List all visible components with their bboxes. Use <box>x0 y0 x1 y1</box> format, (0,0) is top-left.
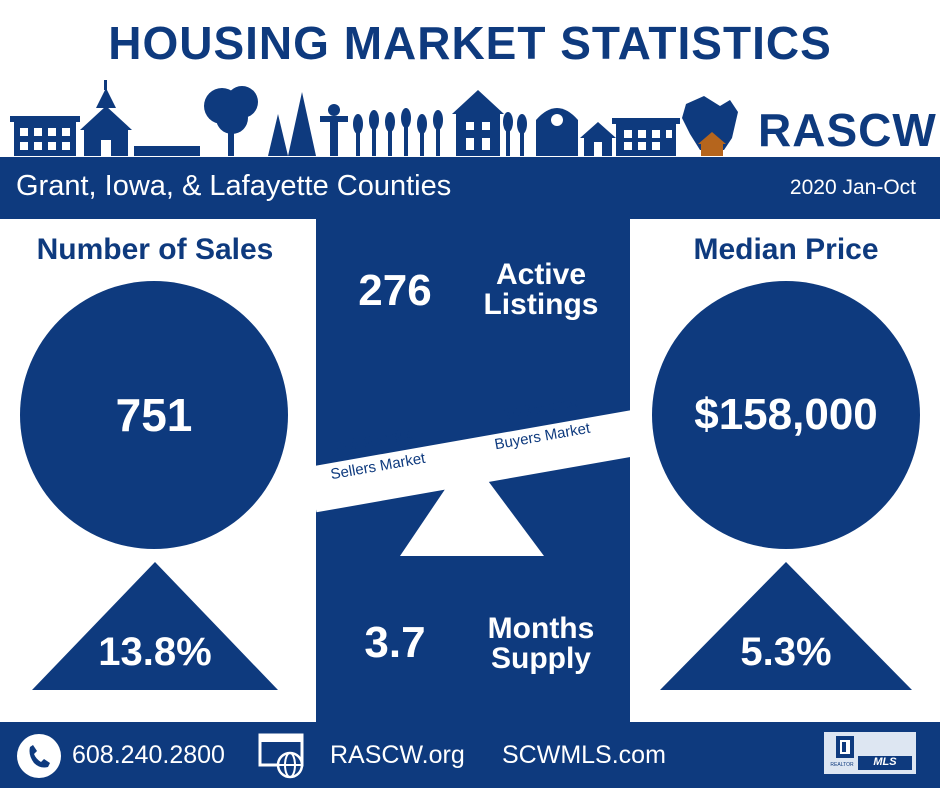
sales-value: 751 <box>115 389 193 441</box>
active-listings-number: 276 <box>358 266 432 315</box>
phone-number[interactable]: 608.240.2800 <box>72 741 225 769</box>
months-supply-number: 3.7 <box>364 618 426 667</box>
realtor-badge-text: REALTOR <box>830 762 854 768</box>
sales-change-triangle <box>32 562 278 690</box>
active-label-line-2: Listings <box>483 288 599 321</box>
active-listings-label: Active Listings <box>466 260 616 320</box>
price-circle <box>652 281 920 549</box>
price-value: $158,000 <box>694 390 878 439</box>
supply-label-line-2: Supply <box>490 642 591 675</box>
footer-bar <box>0 722 940 788</box>
sales-change-value: 13.8% <box>98 630 212 674</box>
region-subtitle: Grant, Iowa, & Lafayette Counties <box>16 170 452 202</box>
web-globe-icon <box>258 733 304 779</box>
price-change-triangle <box>660 562 912 690</box>
report-period: 2020 Jan-Oct <box>789 176 916 199</box>
months-supply-label: Months Supply <box>466 614 616 674</box>
fulcrum-triangle <box>400 470 544 556</box>
active-label-line-1: Active <box>495 258 587 291</box>
sales-circle <box>20 281 288 549</box>
subtitle-band <box>0 157 940 219</box>
supply-label-line-1: Months <box>487 612 595 645</box>
phone-icon <box>17 734 61 778</box>
page-title: HOUSING MARKET STATISTICS <box>108 17 832 69</box>
town-skyline-illustration <box>10 80 738 156</box>
realtor-mls-badge <box>824 732 916 774</box>
website-scwmls[interactable]: SCWMLS.com <box>502 741 666 769</box>
website-rascw[interactable]: RASCW.org <box>330 741 465 769</box>
number-of-sales-heading: Number of Sales <box>36 233 274 266</box>
price-change-value: 5.3% <box>740 630 832 674</box>
median-price-heading: Median Price <box>693 233 879 266</box>
mls-badge-text: MLS <box>873 756 897 768</box>
rascw-logo-text: RASCW <box>758 104 937 156</box>
